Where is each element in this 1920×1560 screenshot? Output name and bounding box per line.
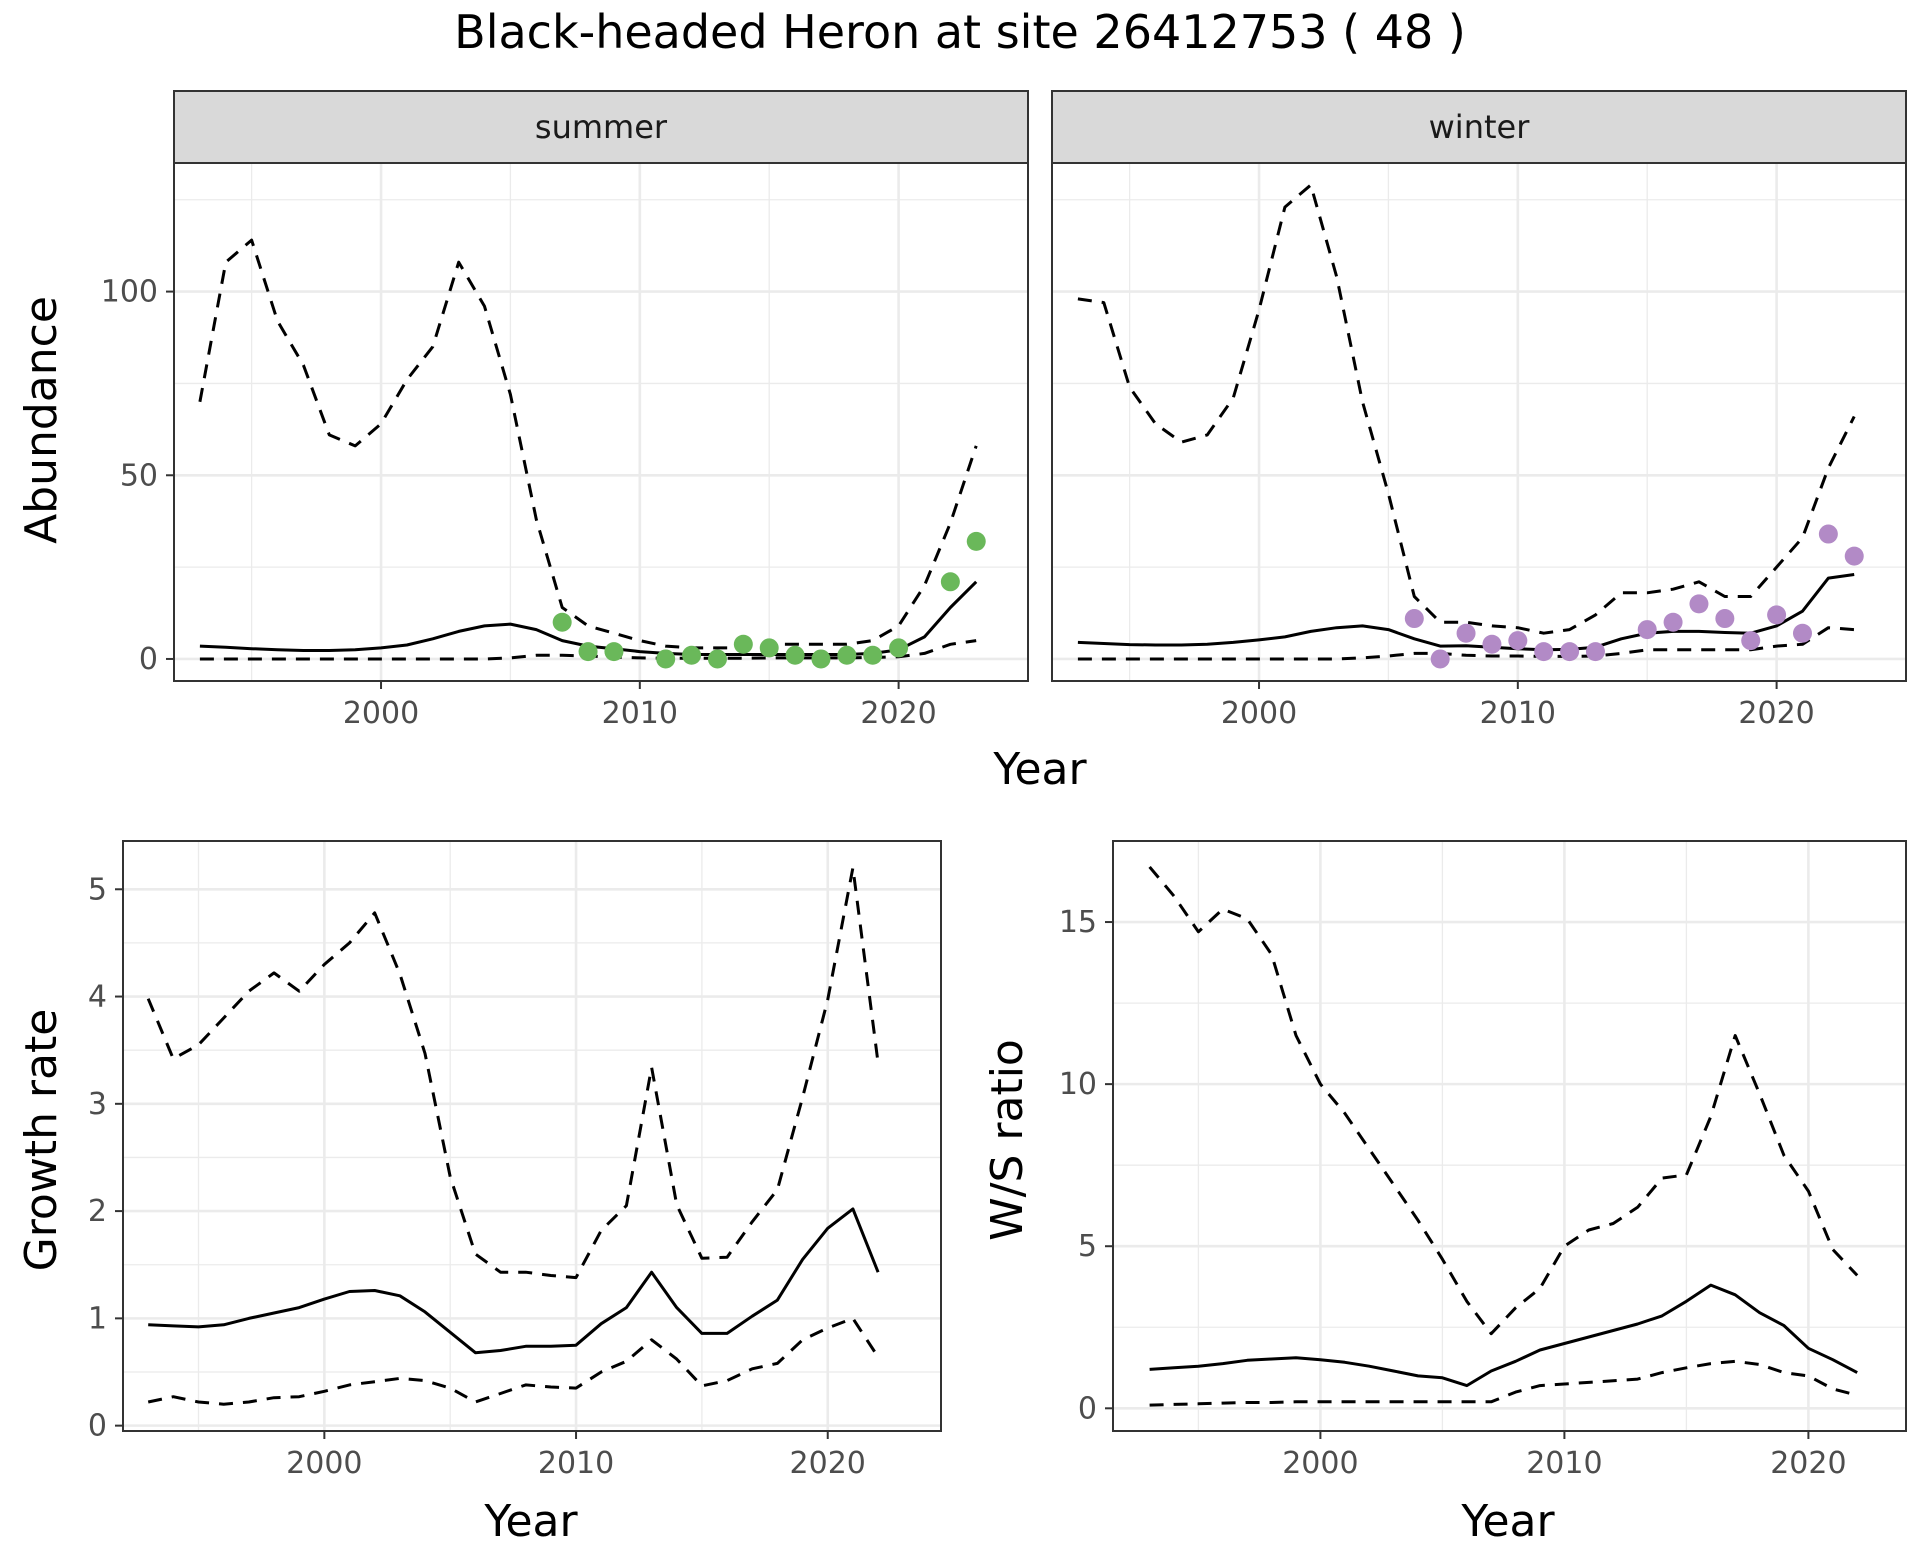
abundance-winter-observed-point: [1844, 546, 1864, 566]
growth-rate-lower-bound-line: [147, 1316, 880, 1406]
chart-title: Black-headed Heron at site 26412753 ( 48…: [454, 5, 1466, 59]
abundance-winter-lower-bound-line: [1077, 626, 1855, 661]
ws-ratio-y-tick-label: 0: [1078, 1391, 1097, 1426]
abundance-winter-panel-border: [1051, 162, 1907, 682]
abundance-winter-mean-line: [1077, 573, 1855, 652]
abundance-winter-observed-point: [1430, 649, 1450, 669]
growth-rate-upper-bound-line: [146, 866, 880, 1280]
abundance-summer-strip-label: summer: [535, 108, 668, 146]
abundance-winter-x-tick-label: 2010: [1480, 696, 1556, 731]
abundance-winter-observed-point: [1482, 634, 1502, 654]
abundance-winter-plot-area: [1052, 163, 1906, 681]
ws-ratio-x-tick-label: 2000: [1282, 1446, 1358, 1481]
growth-rate-y-tick-label: 0: [88, 1409, 107, 1444]
ws-ratio-y-axis-title: W/S ratio: [982, 1039, 1033, 1241]
abundance-winter-strip: [1051, 90, 1907, 164]
abundance-winter-observed-point: [1767, 605, 1787, 625]
growth-rate-mean-line: [148, 1207, 880, 1355]
growth-rate-x-tick-label: 2010: [538, 1446, 614, 1481]
growth-rate-plot-area: [123, 841, 941, 1431]
growth-rate-y-tick-label: 5: [88, 872, 107, 907]
abundance-winter-observed-point: [1585, 642, 1605, 662]
abundance-x-axis-title: Year: [992, 744, 1087, 795]
abundance-winter-observed-point: [1689, 594, 1709, 614]
abundance-winter-x-tick-label: 2020: [1738, 696, 1814, 731]
abundance-panel-winter: winter 2000 2010 2020: [1051, 90, 1907, 731]
abundance-summer-observed-point: [552, 612, 572, 632]
abundance-summer-observed-point: [966, 531, 986, 551]
abundance-summer-observed-point: [785, 645, 805, 665]
abundance-winter-observed-point: [1741, 631, 1761, 651]
abundance-summer-observed-point: [578, 642, 598, 662]
abundance-summer-observed-point: [811, 649, 831, 669]
abundance-summer-upper-bound-line: [198, 238, 978, 650]
abundance-summer-x-tick-label: 2010: [602, 696, 678, 731]
abundance-winter-observed-point: [1404, 609, 1424, 629]
abundance-winter-observed-point: [1818, 524, 1838, 544]
abundance-summer-observed-point: [837, 645, 857, 665]
abundance-summer-y-tick-label: 50: [120, 458, 158, 493]
ws-ratio-x-tick-label: 2020: [1770, 1446, 1846, 1481]
growth-rate-y-tick-label: 1: [88, 1301, 107, 1336]
growth-rate-y-tick-label: 2: [88, 1194, 107, 1229]
growth-rate-x-tick-label: 2000: [286, 1446, 362, 1481]
abundance-panel-summer: summer 0 50 100 2000 2010 2020: [101, 90, 1029, 731]
abundance-summer-strip: [173, 90, 1029, 164]
abundance-winter-observed-point: [1663, 612, 1683, 632]
ws-ratio-y-tick-label: 10: [1059, 1067, 1097, 1102]
abundance-summer-x-tick-label: 2020: [860, 696, 936, 731]
abundance-summer-observed-point: [759, 638, 779, 658]
growth-rate-x-axis-title: Year: [483, 1496, 578, 1547]
abundance-y-axis-title: Abundance: [16, 296, 67, 544]
ws-ratio-panel-border: [1112, 840, 1907, 1432]
abundance-winter-observed-point: [1456, 623, 1476, 643]
abundance-winter-observed-point: [1715, 609, 1735, 629]
abundance-summer-observed-point: [604, 642, 624, 662]
abundance-summer-panel-border: [173, 162, 1029, 682]
ws-ratio-y-tick-label: 15: [1059, 905, 1097, 940]
growth-rate-y-tick-label: 3: [88, 1087, 107, 1122]
abundance-summer-y-tick-label: 100: [101, 275, 158, 310]
abundance-summer-observed-point: [889, 638, 909, 658]
abundance-summer-observed-point: [656, 649, 676, 669]
abundance-summer-y-tick-label: 0: [139, 642, 158, 677]
ws-ratio-mean-line: [1149, 1283, 1858, 1388]
abundance-winter-upper-bound-line: [1077, 183, 1856, 635]
abundance-summer-plot-area: [174, 163, 1028, 681]
ws-ratio-y-tick-label: 5: [1078, 1229, 1097, 1264]
abundance-summer-observed-point: [863, 645, 883, 665]
abundance-summer-observed-point: [707, 649, 727, 669]
abundance-winter-strip-label: winter: [1429, 108, 1531, 146]
growth-rate-y-axis-title: Growth rate: [16, 1009, 67, 1272]
growth-rate-y-tick-label: 4: [88, 980, 107, 1015]
abundance-winter-observed-point: [1637, 620, 1657, 640]
ws-ratio-x-tick-label: 2010: [1526, 1446, 1602, 1481]
growth-rate-panel-border: [122, 840, 942, 1432]
abundance-winter-observed-point: [1792, 623, 1812, 643]
growth-rate-x-tick-label: 2020: [790, 1446, 866, 1481]
abundance-winter-observed-point: [1560, 642, 1580, 662]
abundance-winter-x-tick-label: 2000: [1221, 696, 1297, 731]
abundance-summer-observed-point: [682, 645, 702, 665]
abundance-summer-x-tick-label: 2000: [343, 696, 419, 731]
ws-ratio-x-axis-title: Year: [1460, 1496, 1555, 1547]
ws-ratio-upper-bound-line: [1148, 865, 1859, 1336]
growth-rate-panel: 0 1 2 3 4 5 2000 2010 2020: [88, 840, 942, 1481]
ws-ratio-panel: 0 5 10 15 2000 2010 2020: [1059, 840, 1907, 1481]
abundance-summer-observed-point: [733, 634, 753, 654]
abundance-winter-observed-point: [1508, 631, 1528, 651]
abundance-winter-observed-point: [1534, 642, 1554, 662]
abundance-summer-observed-point: [940, 572, 960, 592]
ws-ratio-plot-area: [1113, 841, 1906, 1431]
